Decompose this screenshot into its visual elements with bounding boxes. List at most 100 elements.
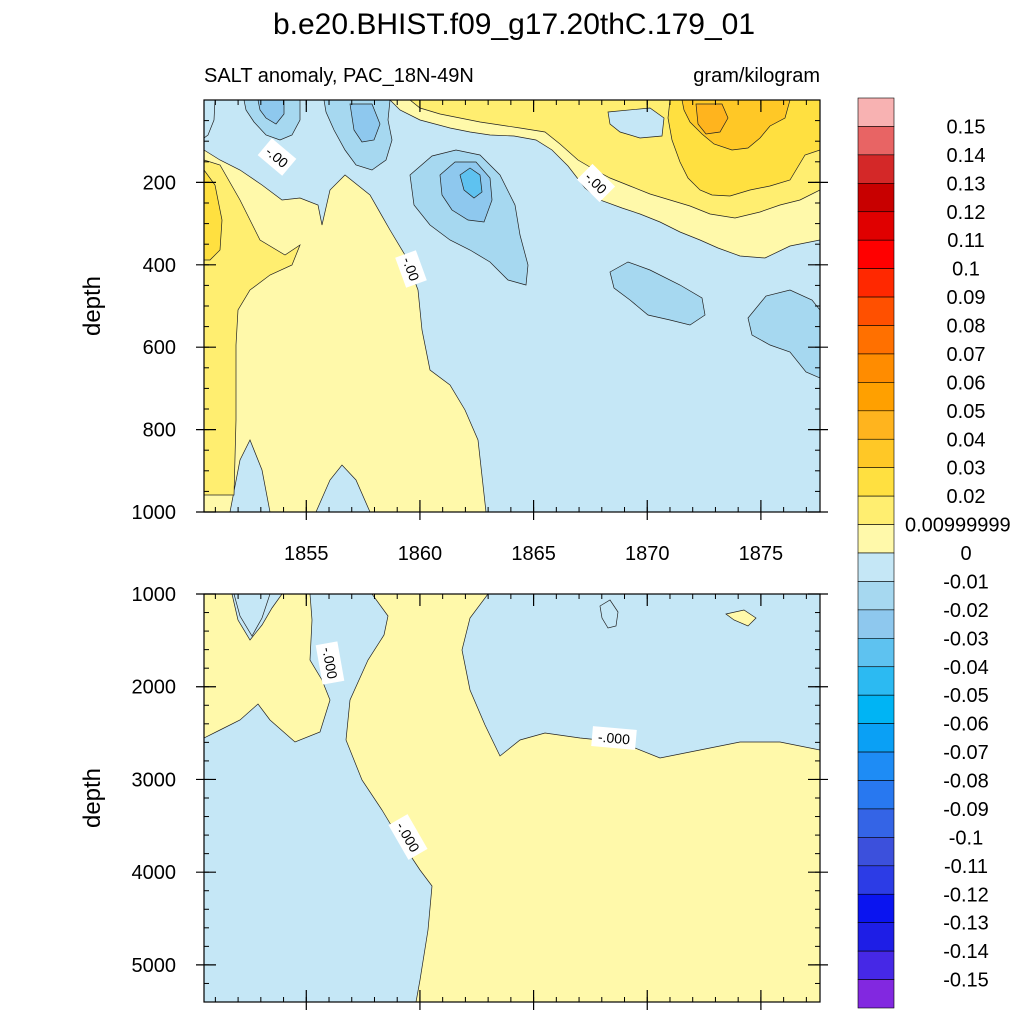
colorbar-swatch bbox=[857, 268, 895, 298]
top-region-negative-upper-4 bbox=[349, 103, 381, 143]
colorbar-swatch bbox=[857, 751, 895, 781]
top-region-negative-upper-5 bbox=[607, 107, 665, 139]
colorbar-swatch bbox=[857, 581, 895, 611]
colorbar-swatch bbox=[857, 154, 895, 184]
colorbar-label: -0.13 bbox=[943, 913, 989, 935]
colorbar-label: -0.02 bbox=[943, 600, 989, 622]
colorbar-label: 0.02 bbox=[947, 486, 986, 508]
colorbar-label: 0.00999999 bbox=[905, 515, 1011, 537]
bottom-y-axis: 1000 2000 3000 4000 5000 bbox=[132, 584, 828, 1003]
colorbar-swatch bbox=[857, 979, 895, 1009]
bottom-region-positive-right bbox=[345, 594, 820, 1002]
bottom-region-positive-left bbox=[204, 594, 331, 743]
colorbar-swatch bbox=[857, 126, 895, 156]
top-y-axis-label: depth bbox=[79, 276, 106, 336]
colorbar-label: 0.05 bbox=[947, 401, 986, 423]
y-tick-label: 800 bbox=[143, 420, 176, 442]
top-region-negative-upper-2 bbox=[257, 100, 285, 125]
y-tick-label: 1000 bbox=[132, 502, 177, 524]
contour-label: -.00 bbox=[399, 255, 422, 283]
colorbar-label: -0.01 bbox=[943, 571, 989, 593]
colorbar-swatch bbox=[857, 325, 895, 355]
colorbar-swatch bbox=[857, 694, 895, 724]
colorbar-swatch bbox=[857, 808, 895, 838]
colorbar-swatch bbox=[857, 552, 895, 582]
colorbar-swatch bbox=[857, 950, 895, 980]
contour-label: -.000 bbox=[319, 646, 340, 680]
colorbar-swatch bbox=[857, 97, 895, 127]
y-tick-label: 3000 bbox=[132, 769, 177, 791]
bottom-panel: -.000 -.000 -.000 1000 2000 3000 4000 5000 d… bbox=[79, 584, 828, 1010]
colorbar-swatch bbox=[857, 495, 895, 525]
colorbar-swatch bbox=[857, 183, 895, 213]
y-tick-label: 1000 bbox=[132, 584, 177, 606]
colorbar-label: -0.11 bbox=[944, 856, 988, 878]
colorbar-label: 0.11 bbox=[947, 230, 984, 252]
colorbar-label: -0.09 bbox=[943, 799, 989, 821]
colorbar-swatch bbox=[857, 922, 895, 952]
bottom-contour-labels: -.000 -.000 -.000 bbox=[315, 641, 637, 860]
top-region-negative-deep-2 bbox=[747, 289, 820, 379]
colorbar-label: 0.1 bbox=[952, 259, 980, 281]
colorbar-swatch bbox=[857, 609, 895, 639]
y-tick-label: 200 bbox=[143, 172, 176, 194]
colorbar-label: -0.05 bbox=[943, 685, 989, 707]
colorbar-label: 0.07 bbox=[947, 344, 986, 366]
colorbar-label: 0.12 bbox=[947, 202, 986, 224]
bottom-region-negative-spot-1 bbox=[599, 599, 619, 629]
y-tick-label: 5000 bbox=[132, 955, 177, 977]
colorbar-swatch bbox=[857, 296, 895, 326]
colorbar-label: 0.09 bbox=[947, 287, 986, 309]
colorbar-label: -0.07 bbox=[943, 742, 989, 764]
colorbar-swatch bbox=[857, 239, 895, 269]
colorbar-swatch bbox=[857, 410, 895, 440]
colorbar-label: -0.12 bbox=[943, 884, 989, 906]
colorbar-label: 0.15 bbox=[947, 116, 986, 138]
bottom-x-axis bbox=[214, 594, 807, 1010]
colorbar-label: -0.14 bbox=[943, 941, 989, 963]
colorbar-label: -0.1 bbox=[949, 827, 983, 849]
colorbar-label: 0 bbox=[960, 543, 971, 565]
x-tick-label: 1855 bbox=[284, 543, 329, 565]
top-region-positive-30 bbox=[204, 169, 223, 261]
colorbar-label: -0.06 bbox=[943, 714, 989, 736]
colorbar-swatch bbox=[857, 353, 895, 383]
colorbar-label: 0.13 bbox=[947, 173, 986, 195]
bottom-region-negative-spot-2 bbox=[725, 609, 757, 627]
top-region-positive-20 bbox=[204, 159, 301, 496]
bottom-y-axis-label: depth bbox=[79, 768, 106, 828]
colorbar-label: -0.04 bbox=[943, 657, 989, 679]
top-y-axis: 200 400 600 800 1000 bbox=[132, 99, 828, 524]
colorbar-swatch bbox=[857, 780, 895, 810]
y-tick-label: 4000 bbox=[132, 862, 177, 884]
top-region-positive-upper-50 bbox=[695, 103, 729, 135]
colorbar-swatch bbox=[857, 837, 895, 867]
colorbar-swatch bbox=[857, 467, 895, 497]
colorbar-label: -0.03 bbox=[943, 628, 989, 650]
y-tick-label: 400 bbox=[143, 255, 176, 277]
colorbar-swatch bbox=[857, 382, 895, 412]
colorbar-swatch bbox=[857, 893, 895, 923]
x-tick-label: 1860 bbox=[398, 543, 443, 565]
colorbar-swatch bbox=[857, 211, 895, 241]
top-region-negative-upper-6 bbox=[204, 100, 216, 139]
y-tick-label: 2000 bbox=[132, 677, 177, 699]
colorbar-swatch bbox=[857, 638, 895, 668]
colorbar-swatch bbox=[857, 524, 895, 554]
top-region-positive-left bbox=[204, 149, 487, 512]
top-region-negative-island-1 bbox=[229, 439, 271, 512]
top-region-negative-island-2 bbox=[315, 464, 371, 512]
top-x-axis: 1855 1860 1865 1870 1875 bbox=[214, 100, 807, 565]
subtitle-right: gram/kilogram bbox=[693, 65, 820, 87]
y-tick-label: 600 bbox=[143, 337, 176, 359]
colorbar-swatch bbox=[857, 438, 895, 468]
colorbar-label: -0.08 bbox=[943, 771, 989, 793]
x-tick-label: 1865 bbox=[511, 543, 556, 565]
top-region-negative-deep-1 bbox=[609, 261, 706, 326]
colorbar-swatch bbox=[857, 865, 895, 895]
colorbar-label: 0.08 bbox=[947, 316, 986, 338]
bottom-region-negative-notch bbox=[233, 594, 271, 637]
colorbar: 0.15 0.14 0.13 0.12 0.11 0.1 0.09 0.08 0.07 0.06 0… bbox=[857, 97, 1011, 1009]
